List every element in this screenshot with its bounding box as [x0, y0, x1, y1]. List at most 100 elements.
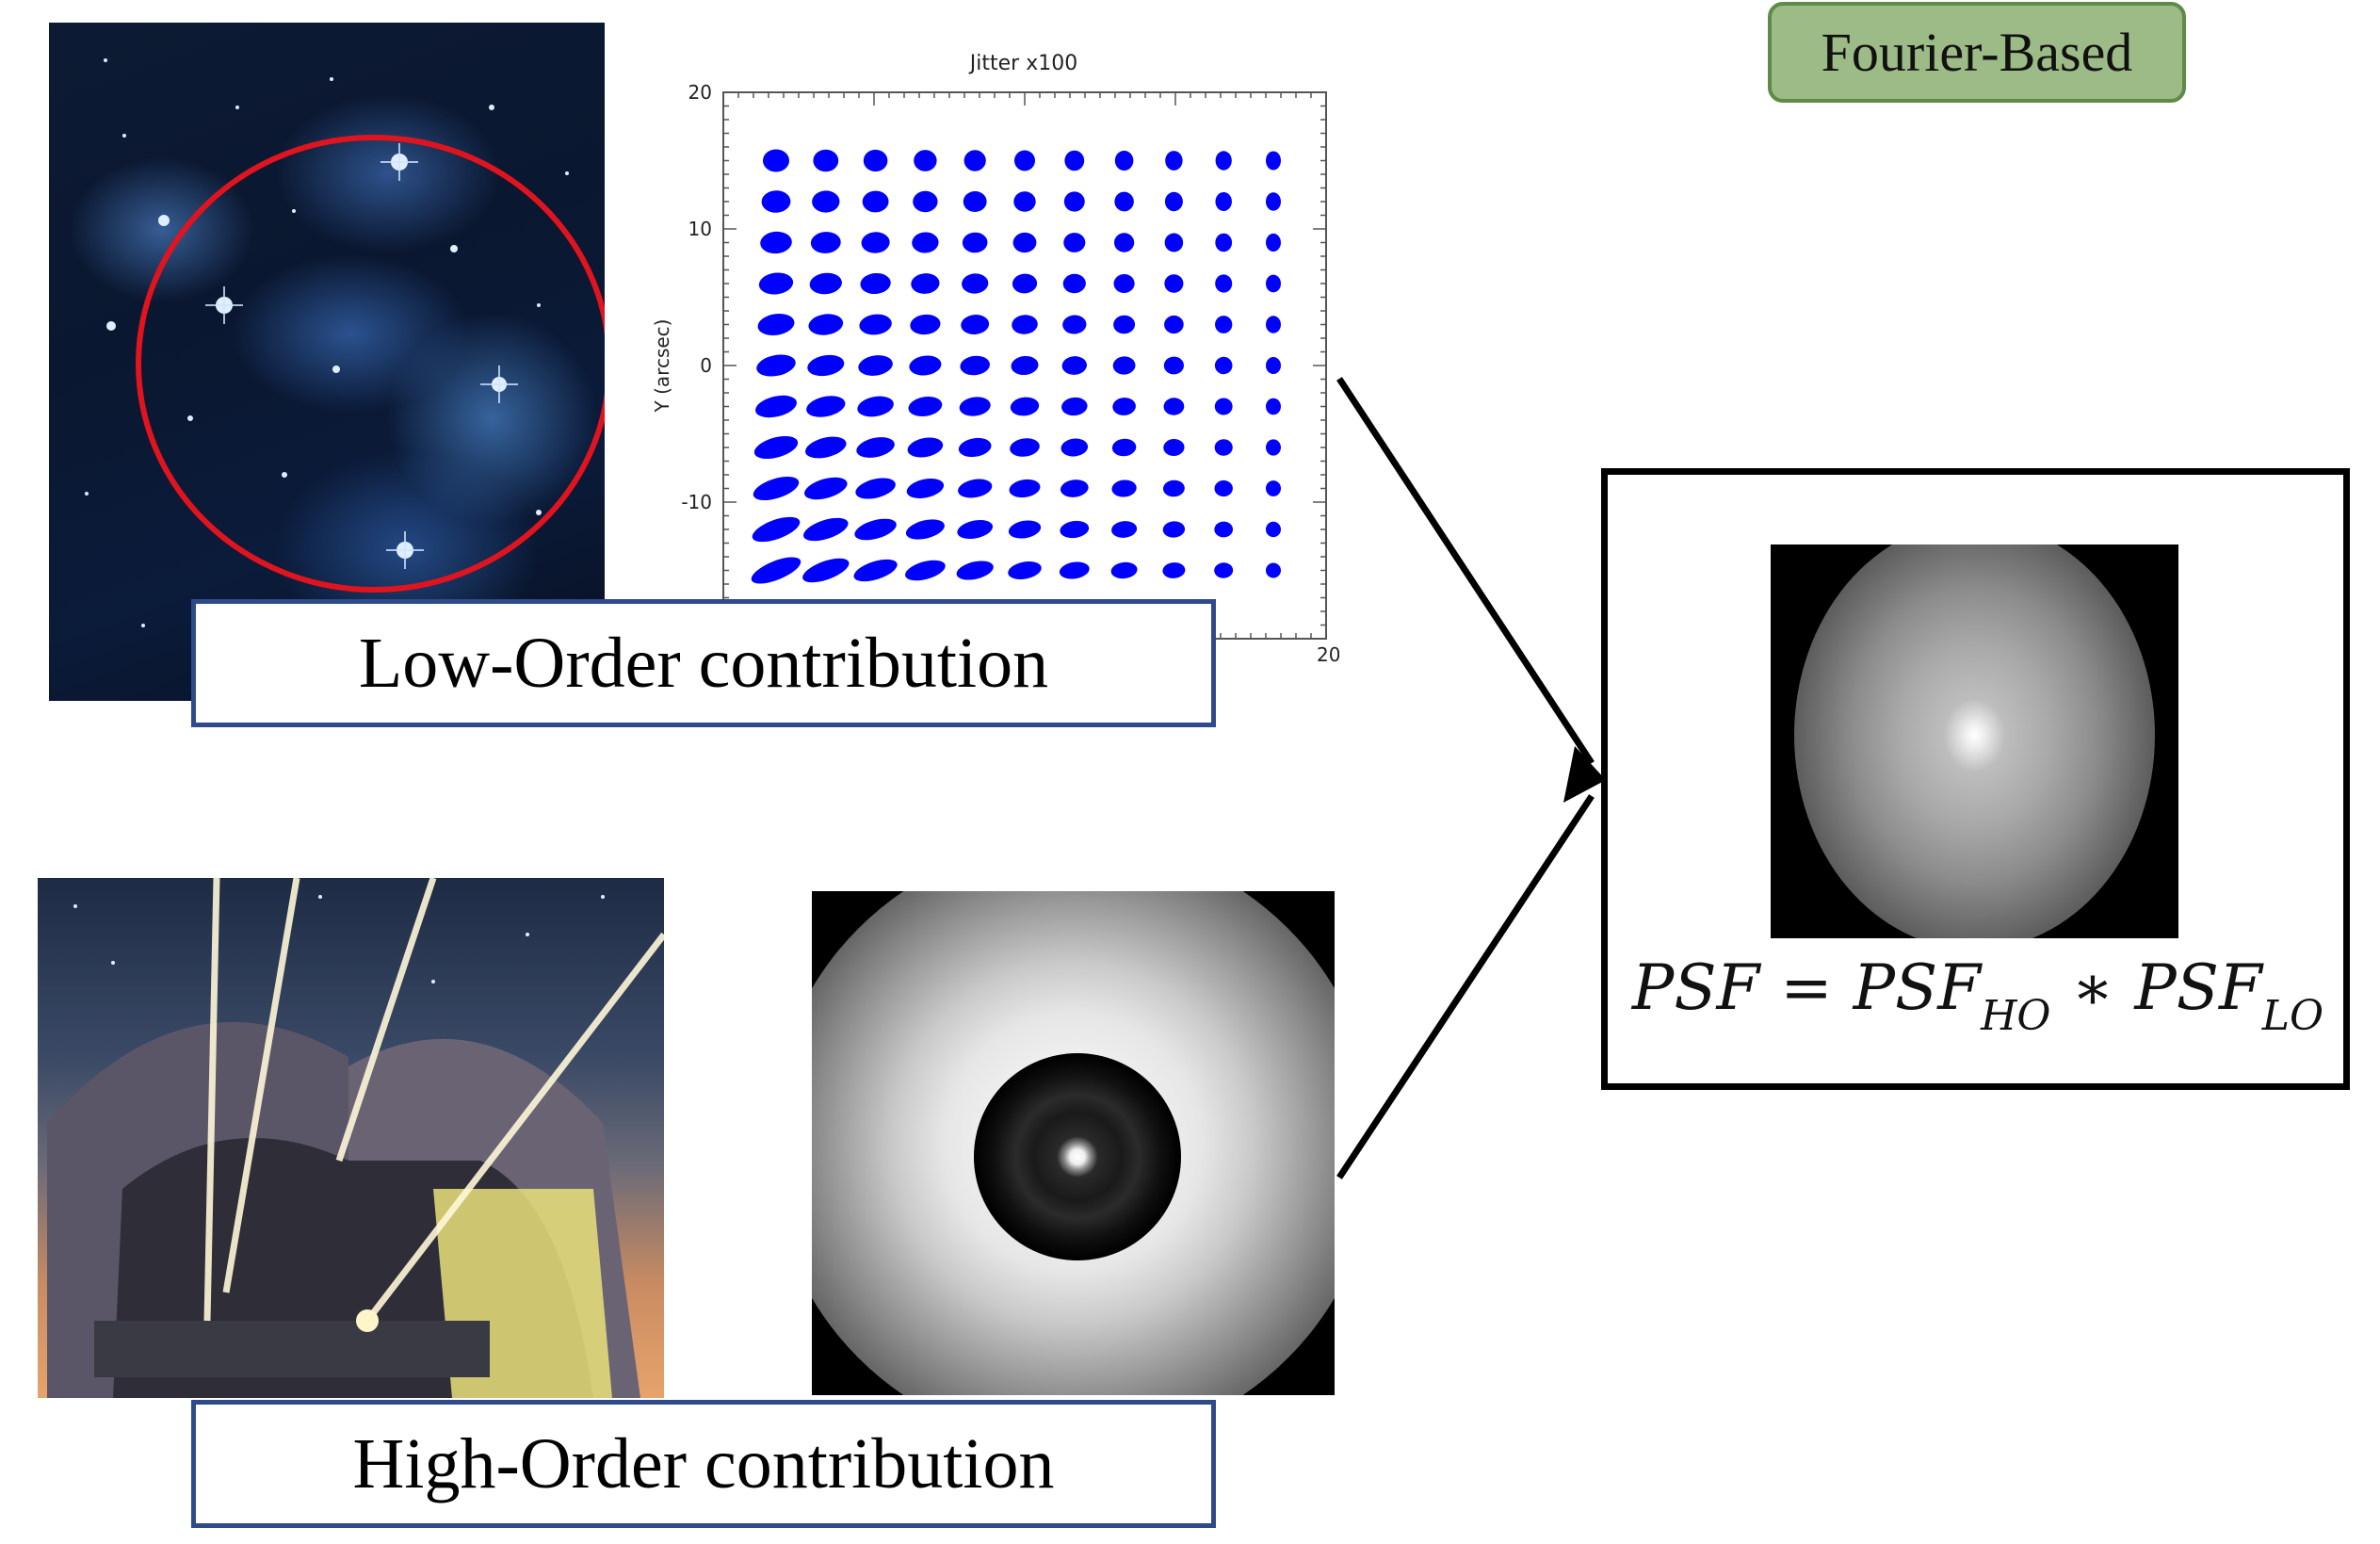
- telescope-image: [38, 876, 667, 1398]
- data-point: [751, 557, 801, 584]
- low-order-label: Low-Order contribution: [191, 599, 1216, 727]
- y-tick-label: 10: [688, 218, 712, 240]
- psf-core: [974, 1053, 1181, 1260]
- data-point: [1112, 398, 1136, 415]
- equation-term2-sub: LO: [2261, 992, 2324, 1040]
- data-point: [802, 558, 850, 583]
- data-point: [1014, 150, 1035, 171]
- data-point: [962, 273, 989, 294]
- telescope-drawing: [47, 876, 667, 1398]
- data-point: [807, 354, 845, 377]
- data-point: [859, 314, 892, 335]
- data-point: [1062, 315, 1087, 334]
- data-point: [1114, 191, 1134, 212]
- y-tick-label: 0: [700, 354, 712, 377]
- data-point: [1266, 398, 1281, 415]
- data-point: [963, 190, 987, 213]
- data-point: [1111, 521, 1138, 538]
- data-point: [907, 437, 944, 458]
- equation-lhs: PSF: [1631, 951, 1760, 1024]
- data-point: [914, 150, 937, 171]
- data-point: [1266, 562, 1281, 578]
- data-point: [805, 436, 847, 459]
- data-point: [858, 355, 893, 376]
- data-point: [1113, 233, 1135, 252]
- data-point: [960, 355, 990, 376]
- data-point: [855, 478, 896, 499]
- high-order-arrow: [1336, 794, 1595, 1179]
- psf-equation: PSF = PSF HO ∗ PSF LO: [1629, 951, 2326, 1040]
- data-point: [1163, 356, 1184, 375]
- data-point: [760, 231, 792, 254]
- data-point: [1060, 520, 1090, 539]
- data-point: [1215, 274, 1233, 293]
- data-point: [1266, 480, 1281, 496]
- combined-psf-image: [1771, 544, 2178, 938]
- data-point: [957, 519, 994, 540]
- equation-equals: =: [1780, 951, 1833, 1024]
- data-point: [1012, 232, 1037, 253]
- data-point: [1266, 233, 1281, 252]
- data-point: [1012, 315, 1038, 334]
- data-point: [757, 314, 795, 335]
- data-point: [1114, 150, 1134, 171]
- data-point: [1214, 356, 1233, 375]
- y-axis-label: Y (arcsec): [651, 319, 673, 414]
- data-point: [1162, 479, 1185, 497]
- high-order-psf-image: [812, 891, 1335, 1395]
- data-point: [1113, 273, 1135, 294]
- data-point: [860, 272, 891, 295]
- x-tick-label: 20: [1317, 643, 1339, 666]
- data-point: [1010, 397, 1040, 416]
- data-point: [1009, 479, 1041, 498]
- data-point: [808, 314, 844, 335]
- data-point: [755, 395, 797, 418]
- data-point: [1063, 191, 1085, 212]
- data-point: [1163, 438, 1185, 457]
- data-point: [1061, 397, 1088, 416]
- y-tick-label: -10: [681, 491, 712, 513]
- data-point: [863, 149, 888, 172]
- equation-operator: ∗: [2071, 951, 2114, 1024]
- data-point: [962, 232, 988, 253]
- data-point: [806, 396, 846, 417]
- data-point: [856, 437, 895, 458]
- data-point: [804, 477, 848, 500]
- data-point: [1214, 562, 1234, 578]
- data-point: [1164, 191, 1183, 212]
- arrow-head: [1563, 746, 1606, 803]
- data-point: [958, 479, 993, 498]
- equation-term1-sub: HO: [1981, 992, 2051, 1040]
- data-point: [909, 355, 942, 376]
- data-point: [1060, 479, 1089, 497]
- data-point: [763, 149, 789, 172]
- data-point: [853, 559, 898, 582]
- data-point: [1164, 274, 1184, 293]
- data-point: [810, 232, 841, 253]
- data-point: [812, 190, 840, 213]
- x-tick-labels: 20: [1317, 643, 1339, 666]
- data-point: [1012, 273, 1038, 294]
- data-point: [912, 232, 939, 253]
- equation-term2: PSF: [2134, 951, 2262, 1024]
- y-tick-labels: 20 10 0 -10: [681, 81, 712, 513]
- data-point: [1266, 316, 1281, 333]
- data-point: [958, 437, 992, 458]
- data-point: [1010, 438, 1040, 457]
- data-point: [857, 396, 894, 417]
- data-points: [751, 149, 1281, 584]
- data-point: [1266, 357, 1281, 374]
- data-point: [1162, 562, 1186, 578]
- data-point: [911, 273, 940, 294]
- chart-title: Jitter x100: [968, 52, 1077, 75]
- data-point: [1165, 151, 1183, 171]
- data-point: [809, 272, 842, 295]
- data-point: [861, 232, 890, 253]
- data-point: [1113, 315, 1136, 334]
- data-point: [906, 479, 945, 498]
- data-point: [905, 560, 946, 581]
- data-point: [1266, 151, 1281, 171]
- data-point: [1062, 273, 1086, 294]
- equation-term1: PSF: [1853, 951, 1982, 1024]
- data-point: [1008, 561, 1042, 579]
